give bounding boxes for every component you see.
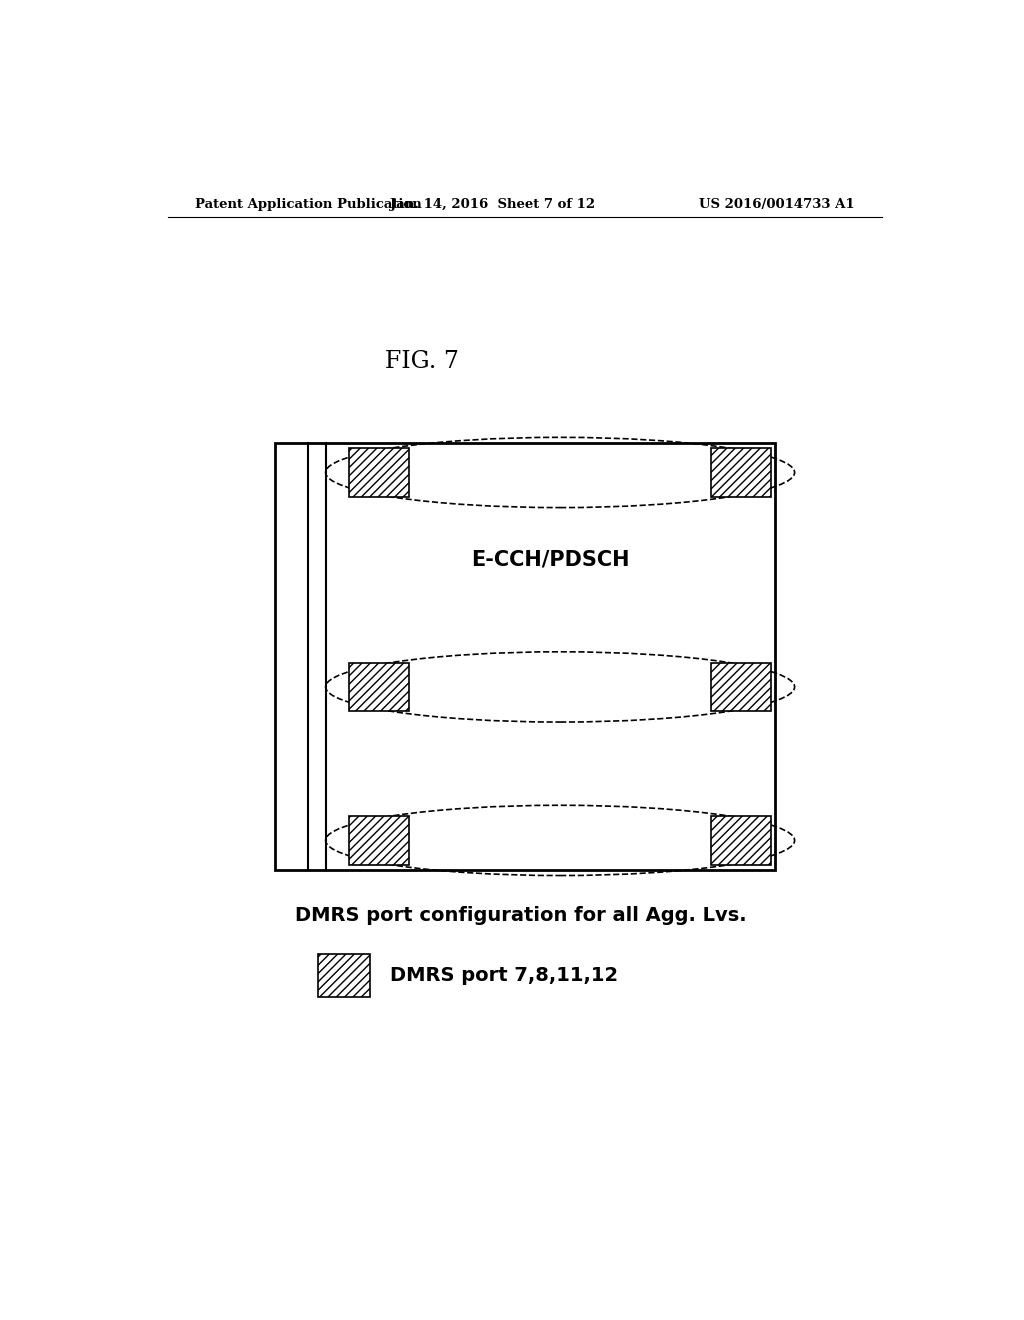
Text: DMRS port 7,8,11,12: DMRS port 7,8,11,12 [390, 966, 618, 985]
Text: Patent Application Publication: Patent Application Publication [196, 198, 422, 211]
Text: Jan. 14, 2016  Sheet 7 of 12: Jan. 14, 2016 Sheet 7 of 12 [390, 198, 596, 211]
Bar [318, 954, 370, 997]
Text: DMRS port configuration for all Agg. Lvs.: DMRS port configuration for all Agg. Lvs… [295, 906, 746, 925]
Bar [712, 447, 771, 496]
Text: US 2016/0014733 A1: US 2016/0014733 A1 [698, 198, 854, 211]
Bar [712, 816, 771, 865]
Bar [349, 447, 409, 496]
Bar [349, 663, 409, 711]
Bar [712, 663, 771, 711]
Bar [349, 816, 409, 865]
Bar [274, 444, 775, 870]
Text: E-CCH/PDSCH: E-CCH/PDSCH [471, 549, 630, 569]
Text: FIG. 7: FIG. 7 [385, 350, 459, 374]
